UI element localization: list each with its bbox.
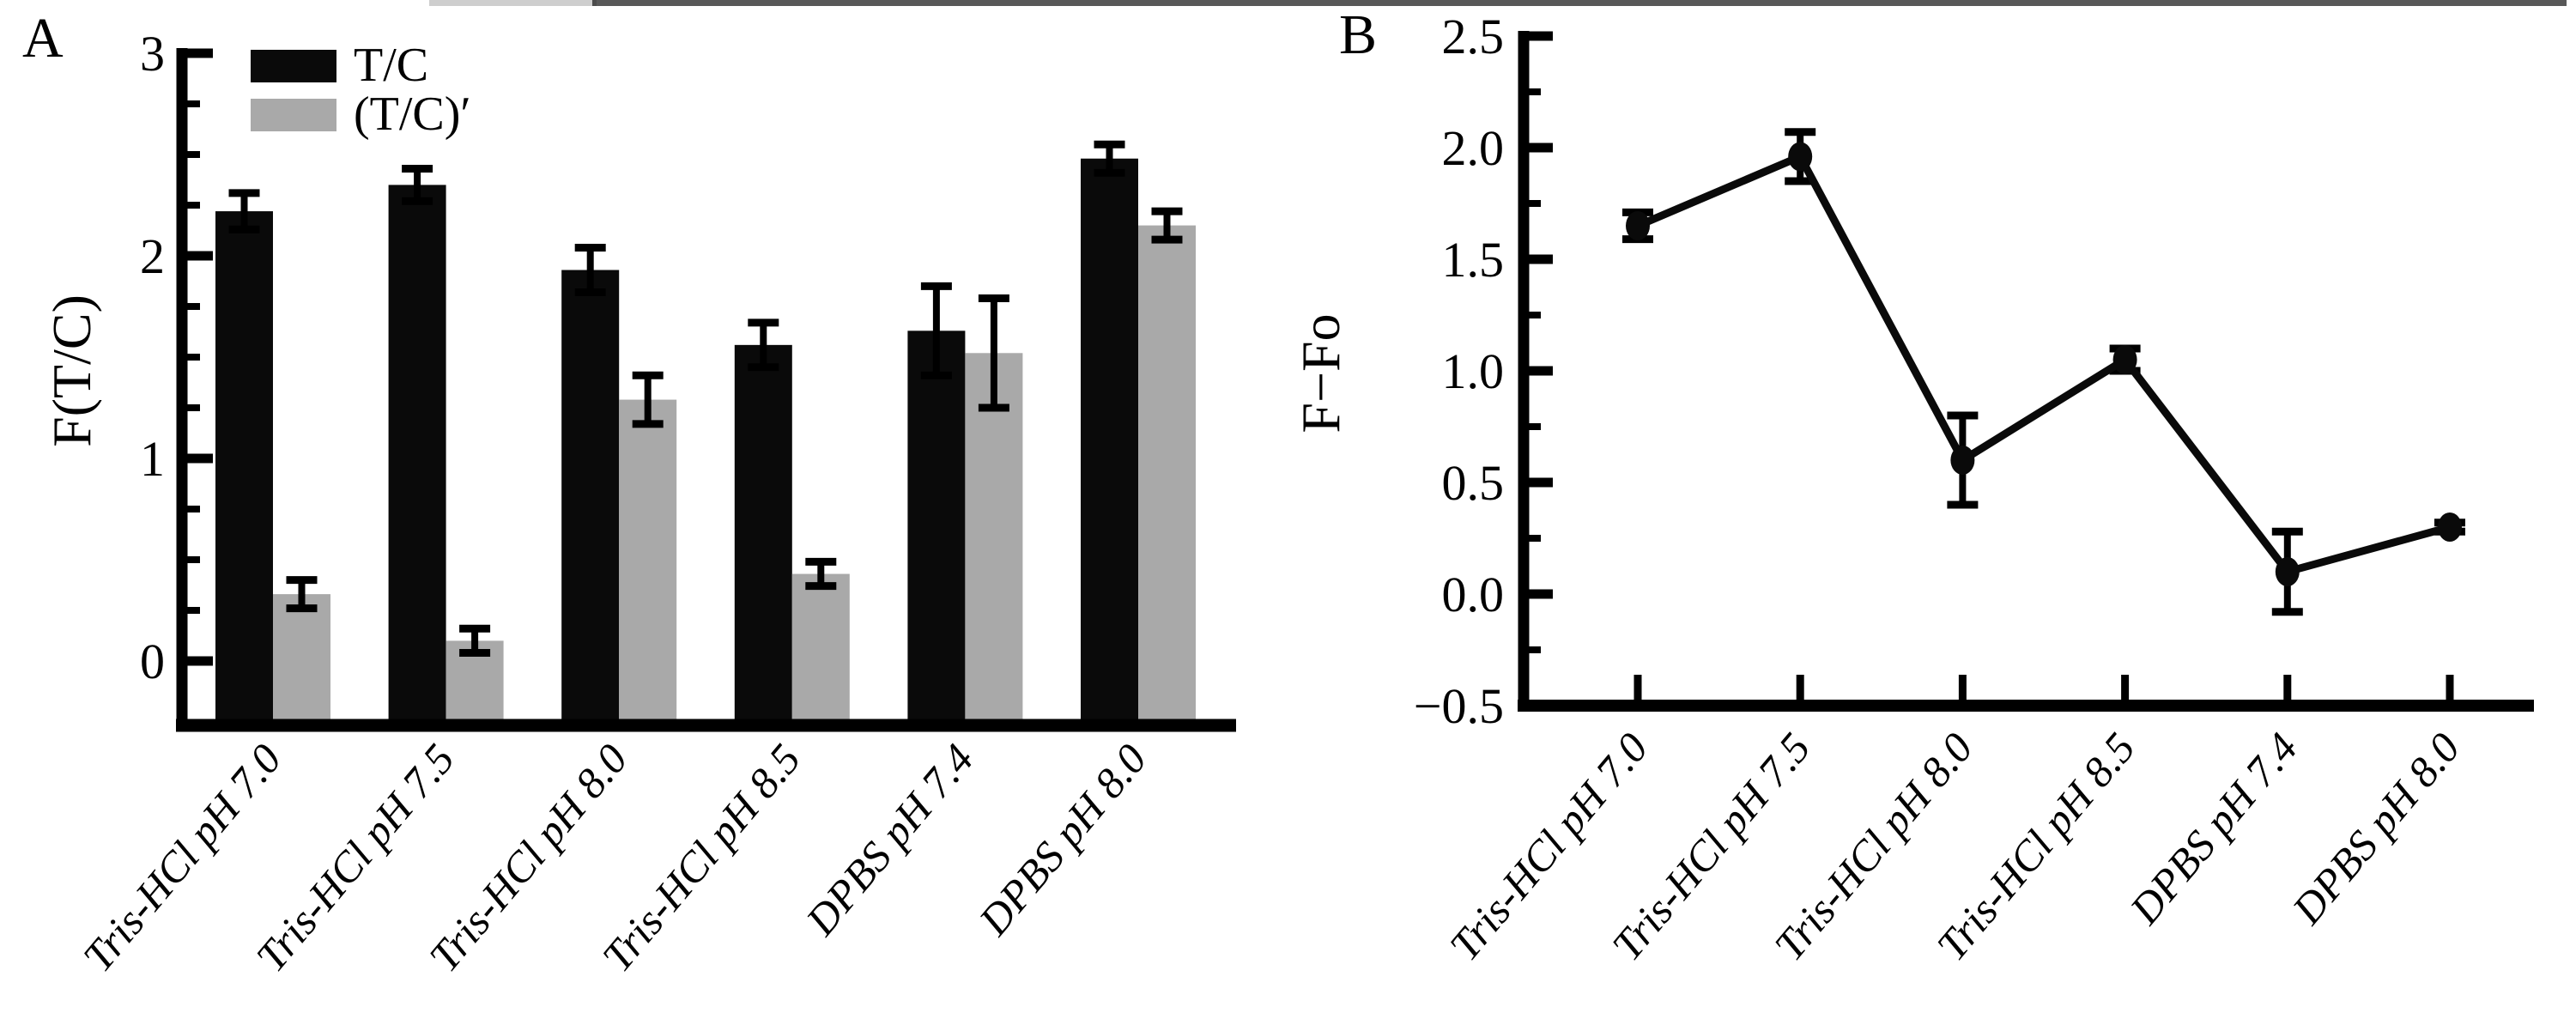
category-label-a-4: DPBS pH 7.4 <box>796 735 983 944</box>
y-tick-label: 0.5 <box>1442 455 1505 511</box>
top-artifact-band-left <box>429 0 597 6</box>
data-point-0 <box>1626 211 1650 240</box>
top-artifact-band <box>592 0 2567 6</box>
data-point-2 <box>1950 446 1975 475</box>
legend-swatch-tc-prime <box>251 99 336 131</box>
category-label-a-5: DPBS pH 8.0 <box>969 735 1156 944</box>
panel-a-y-axis-title: F(T/C) <box>41 294 102 447</box>
y-tick-label: 0.0 <box>1442 567 1505 622</box>
panel-a-bars <box>215 140 1196 724</box>
panel-a-bar-chart: A F(T/C) T/C (T/C)′ 0 1 2 3 Tris-HCl pH 7.0… <box>22 7 1236 980</box>
panel-b-y-ticks: −0.5 0.0 0.5 1.0 1.5 2.0 2.5 <box>1414 9 1553 734</box>
bar-tc-5 <box>1081 158 1138 724</box>
y-tick-label: 3 <box>140 26 165 82</box>
panel-b-axes <box>1518 31 2534 712</box>
bar-tc-1 <box>388 185 446 723</box>
panel-b-series <box>1622 128 2465 616</box>
legend-label-tc: T/C <box>354 39 428 92</box>
bar-tc-3 <box>734 344 792 723</box>
bar-tc-prime-3 <box>791 573 850 723</box>
bar-tc-prime-5 <box>1138 225 1196 724</box>
y-tick-label: 1 <box>140 431 165 487</box>
y-tick-label: 2 <box>140 228 165 284</box>
bar-tc-prime-4 <box>965 353 1023 723</box>
data-point-4 <box>2275 557 2300 586</box>
bar-tc-prime-2 <box>619 399 677 723</box>
bar-tc-0 <box>215 211 273 723</box>
y-tick-label: 1.0 <box>1442 343 1505 399</box>
y-tick-label: 0 <box>140 634 165 689</box>
data-point-5 <box>2438 512 2462 542</box>
panel-b-line-chart: B F−Fo −0.5 0.0 0.5 1.0 1.5 2.0 2.5 Tris-HCl p… <box>1290 3 2534 969</box>
category-label-b-4: DPBS pH 7.4 <box>2120 724 2307 933</box>
data-point-3 <box>2112 345 2137 374</box>
panel-b-letter: B <box>1339 3 1377 66</box>
panel-a-letter: A <box>22 7 64 70</box>
bar-tc-4 <box>907 331 966 723</box>
data-point-1 <box>1788 142 1813 172</box>
category-label-b-5: DPBS pH 8.0 <box>2282 724 2470 933</box>
data-series-line <box>1636 152 2452 576</box>
bar-tc-prime-0 <box>273 594 330 723</box>
panel-b-y-axis-title: F−Fo <box>1290 313 1351 433</box>
legend-swatch-tc <box>251 50 336 82</box>
y-tick-label: −0.5 <box>1414 678 1504 734</box>
y-tick-label: 2.0 <box>1442 120 1505 176</box>
legend-label-tc-prime: (T/C)′ <box>354 88 471 141</box>
bar-tc-2 <box>561 270 620 723</box>
panel-a-legend: T/C (T/C)′ <box>251 39 471 141</box>
panel-a-axes <box>176 48 1236 732</box>
y-tick-label: 2.5 <box>1442 9 1505 64</box>
y-tick-label: 1.5 <box>1442 232 1505 288</box>
